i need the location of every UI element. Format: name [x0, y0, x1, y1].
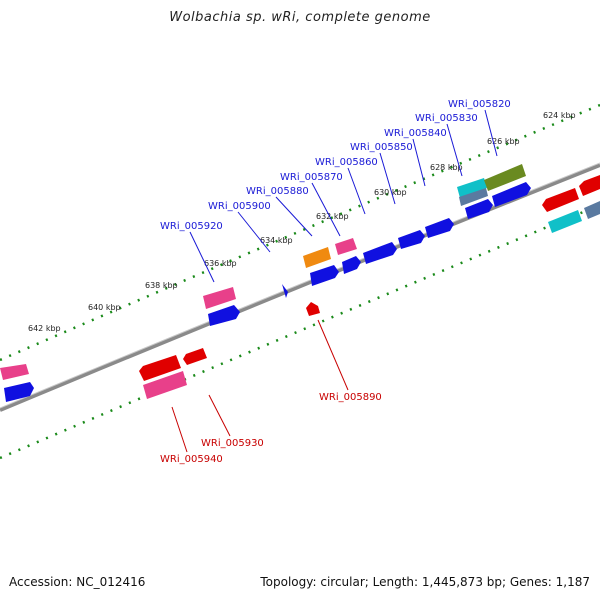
gene-block[interactable]: [203, 287, 236, 309]
gene-block[interactable]: [579, 175, 600, 196]
gene-block[interactable]: [542, 188, 579, 212]
scale-label: 624 kbp: [543, 111, 576, 120]
gene-label[interactable]: WRi_005840: [384, 128, 447, 139]
gene-block[interactable]: [310, 265, 339, 286]
scale-label: 630 kbp: [374, 188, 407, 197]
gene-block[interactable]: [548, 210, 582, 233]
scale-label: 640 kbp: [88, 303, 121, 312]
map-title: Wolbachia sp. wRi, complete genome: [169, 10, 431, 25]
gene-block[interactable]: [484, 164, 526, 191]
gene-block[interactable]: [208, 305, 240, 326]
gene-block[interactable]: [139, 355, 181, 381]
gene-label[interactable]: WRi_005930: [201, 438, 264, 449]
scale-label: 634 kbp: [260, 236, 293, 245]
gene-block[interactable]: [0, 364, 29, 380]
gene-block[interactable]: [492, 182, 531, 207]
gene-block[interactable]: [363, 242, 397, 264]
genome-backbone: [0, 163, 600, 412]
gene-block[interactable]: [335, 238, 357, 255]
gene-label[interactable]: WRi_005900: [208, 201, 271, 212]
inner-scale-arc: [0, 203, 600, 460]
gene-label[interactable]: WRi_005920: [160, 221, 223, 232]
gene-label[interactable]: WRi_005870: [280, 172, 343, 183]
accession-text: Accession: NC_012416: [9, 575, 146, 589]
gene-label[interactable]: WRi_005890: [319, 392, 382, 403]
gene-block[interactable]: [342, 256, 361, 274]
gene-label[interactable]: WRi_005940: [160, 454, 223, 465]
gene-label[interactable]: WRi_005880: [246, 186, 309, 197]
gene-block-small[interactable]: [282, 284, 288, 298]
gene-label[interactable]: WRi_005820: [448, 99, 511, 110]
forward-leaders: [189, 109, 498, 283]
gene-block[interactable]: [459, 188, 488, 206]
gene-block[interactable]: [4, 382, 34, 402]
scale-label: 626 kbp: [487, 137, 520, 146]
reverse-genes: [139, 175, 600, 399]
gene-label[interactable]: WRi_005830: [415, 113, 478, 124]
scale-label: 638 kbp: [145, 281, 178, 290]
gene-block[interactable]: [303, 247, 331, 268]
gene-block[interactable]: [398, 230, 425, 249]
gene-block[interactable]: [425, 218, 454, 238]
gene-label[interactable]: WRi_005860: [315, 157, 378, 168]
gene-label[interactable]: WRi_005850: [350, 142, 413, 153]
scale-label: 642 kbp: [28, 324, 61, 333]
gene-block[interactable]: [465, 199, 493, 219]
gene-block[interactable]: [143, 371, 187, 399]
genome-summary-text: Topology: circular; Length: 1,445,873 bp…: [260, 575, 590, 589]
gene-block[interactable]: [584, 201, 600, 219]
scale-label: 632 kbp: [316, 212, 349, 221]
scale-label: 628 kbp: [430, 163, 463, 172]
outer-scale-arc: [0, 103, 600, 362]
reverse-leaders: [171, 319, 349, 453]
scale-label: 636 kbp: [204, 259, 237, 268]
forward-genes: [0, 164, 600, 402]
gene-block[interactable]: [457, 178, 487, 198]
gene-block-small[interactable]: [306, 302, 320, 316]
gene-block[interactable]: [183, 348, 207, 365]
